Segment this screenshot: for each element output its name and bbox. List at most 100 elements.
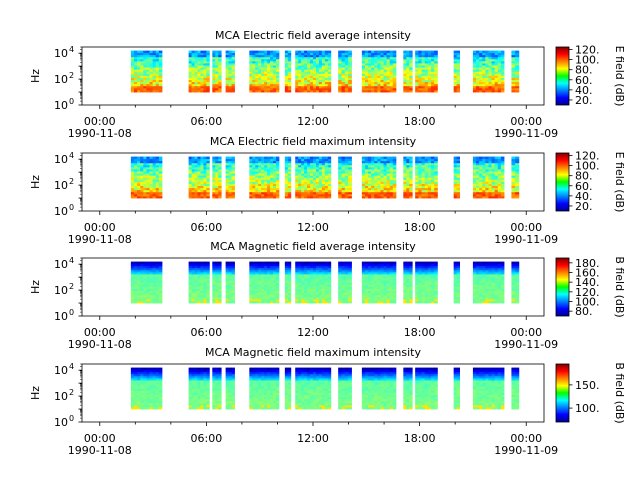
spectrogram-cell [261,267,265,271]
spectrogram-cell [488,181,492,184]
spectrogram-cell [515,195,520,199]
spectrogram-cell [392,81,397,85]
spectrogram-cell [146,85,150,89]
spectrogram-cell [255,175,259,178]
spectrogram-cell [212,284,216,287]
spectrogram-cell [155,162,160,166]
spectrogram-cell [158,185,163,189]
spectrogram-cell [275,261,280,265]
spectrogram-cell [482,81,486,85]
spectrogram-cell [318,50,323,54]
spectrogram-cell [453,195,458,199]
spectrogram-cell [191,83,195,87]
spectrogram-cell [298,274,302,277]
spectrogram-cell [500,65,505,68]
spectrogram-cell [218,79,222,83]
spectrogram-cell [215,193,219,197]
spectrogram-cell [344,183,349,187]
spectrogram-cell [377,193,381,197]
spectrogram-cell [287,56,292,60]
spectrogram-cell [488,169,492,172]
spectrogram-cell [267,89,271,93]
spectrogram-cell [225,274,229,277]
spectrogram-cell [255,87,259,91]
spectrogram-cell [200,265,204,269]
spectrogram-cell [421,54,426,58]
spectrogram-cell [137,83,141,87]
spectrogram-cell [472,193,477,197]
spectrogram-cell [258,300,262,304]
spectrogram-cell [392,286,397,289]
spectrogram-cell [406,296,410,300]
spectrogram-cell [275,158,280,162]
spectrogram-cell [386,191,391,195]
spectrogram-cell [197,187,201,191]
spectrogram-cell [515,50,520,54]
spectrogram-cell [515,158,520,162]
spectrogram-cell [197,162,201,166]
spectrogram-cell [284,300,289,304]
spectrogram-cell [374,164,378,168]
spectrogram-cell [434,193,438,197]
spectrogram-cell [315,292,320,296]
spectrogram-cell [494,50,499,54]
spectrogram-cell [427,83,432,87]
spectrogram-cell [273,179,277,182]
spectrogram-cell [406,173,410,176]
spectrogram-cell [206,193,210,197]
spectrogram-cell [318,89,323,93]
spectrogram-cell [421,158,426,162]
spectrogram-cell [249,89,253,93]
spectrogram-cell [255,63,259,66]
spectrogram-cell [197,63,201,66]
spectrogram-cell [377,79,381,83]
spectrogram-cell [338,177,342,180]
spectrogram-cell [143,67,147,70]
spectrogram-cell [146,288,150,292]
spectrogram-cell [295,276,299,279]
spectrogram-cell [406,69,410,72]
spectrogram-cell [188,171,192,174]
spectrogram-cell [137,292,141,296]
spectrogram-cell [364,175,369,178]
spectrogram-cell [421,278,426,281]
spectrogram-cell [146,278,150,281]
spectrogram-cell [152,73,157,76]
spectrogram-cell [456,189,460,193]
spectrogram-cell [295,175,299,178]
spectrogram-cell [453,177,458,180]
spectrogram-cell [348,284,352,287]
spectrogram-cell [194,280,198,283]
spectrogram-cell [228,79,232,83]
spectrogram-cell [491,52,496,56]
spectrogram-cell [338,181,342,184]
spectrogram-cell [409,288,413,292]
spectrogram-cell [215,50,219,54]
spectrogram-cell [191,173,195,176]
spectrogram-cell [275,63,280,66]
spectrogram-cell [368,300,372,304]
spectrogram-cell [434,191,438,195]
spectrogram-cell [392,179,397,182]
spectrogram-cell [415,65,419,68]
spectrogram-cell [298,60,302,64]
spectrogram-cell [188,284,192,287]
spectrogram-cell [133,263,138,267]
spectrogram-cell [515,81,520,85]
spectrogram-cell [338,50,342,54]
spectrogram-cell [348,166,352,170]
spectrogram-cell [255,265,259,269]
spectrogram-cell [476,169,480,172]
spectrogram-cell [137,166,141,170]
spectrogram-cell [476,67,480,70]
spectrogram-cell [374,89,378,93]
spectrogram-cell [228,58,232,62]
spectrogram-cell [200,67,204,70]
spectrogram-cell [284,54,289,58]
spectrogram-cell [228,171,232,174]
spectrogram-cell [383,292,388,296]
spectrogram-cell [497,71,502,74]
spectrogram-cell [315,171,320,174]
spectrogram-cell [421,156,426,160]
spectrogram-cell [374,193,378,197]
